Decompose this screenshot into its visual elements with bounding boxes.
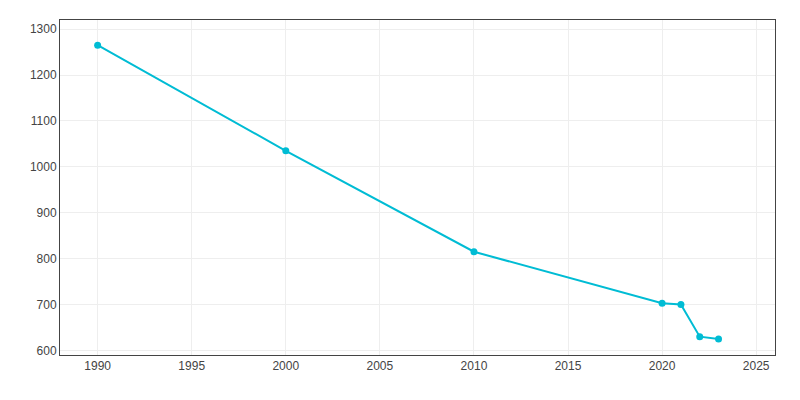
- svg-text:700: 700: [37, 298, 57, 312]
- svg-text:2020: 2020: [649, 359, 676, 373]
- svg-text:900: 900: [37, 206, 57, 220]
- svg-text:1990: 1990: [84, 359, 111, 373]
- svg-text:2025: 2025: [743, 359, 770, 373]
- svg-text:2000: 2000: [272, 359, 299, 373]
- svg-text:2005: 2005: [367, 359, 394, 373]
- svg-text:600: 600: [37, 344, 57, 358]
- svg-text:1995: 1995: [178, 359, 205, 373]
- svg-text:1300: 1300: [30, 22, 57, 36]
- svg-text:1000: 1000: [30, 160, 57, 174]
- svg-text:2010: 2010: [461, 359, 488, 373]
- svg-text:800: 800: [37, 252, 57, 266]
- svg-text:1100: 1100: [31, 114, 57, 128]
- svg-text:2015: 2015: [555, 359, 582, 373]
- svg-text:1200: 1200: [30, 68, 57, 82]
